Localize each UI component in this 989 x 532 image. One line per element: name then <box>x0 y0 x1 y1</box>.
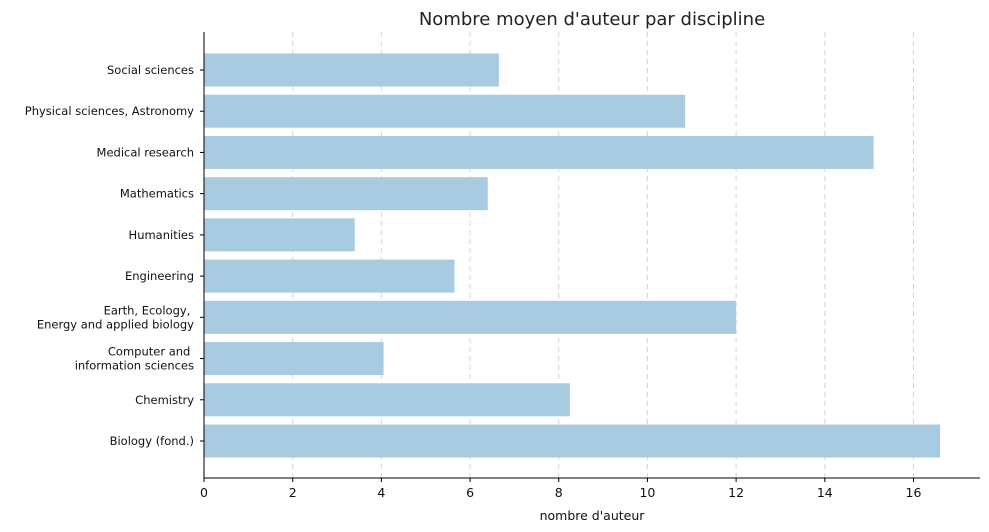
bars <box>204 53 941 458</box>
bar <box>204 259 455 293</box>
bar <box>204 135 874 169</box>
x-tick-label: 6 <box>466 485 474 500</box>
y-tick-label: Engineering <box>125 269 194 283</box>
bar <box>204 424 941 458</box>
y-tick-label: Mathematics <box>120 187 194 201</box>
x-tick-label: 16 <box>906 485 922 500</box>
x-ticks: 0 2 4 6 8 10 12 14 16 <box>200 478 921 500</box>
x-tick-label: 14 <box>817 485 833 500</box>
bar <box>204 53 499 87</box>
y-tick-label: Humanities <box>129 228 194 242</box>
bar <box>204 300 737 334</box>
x-tick-label: 4 <box>377 485 385 500</box>
bar <box>204 342 384 376</box>
axes <box>203 32 980 479</box>
x-axis-label: nombre d'auteur <box>540 508 646 523</box>
bar <box>204 177 488 211</box>
x-tick-label: 2 <box>289 485 297 500</box>
bar <box>204 94 686 128</box>
y-tick-label: Chemistry <box>135 393 194 407</box>
bar <box>204 218 355 252</box>
y-tick-label: Medical research <box>97 145 194 159</box>
y-ticks: Biology (fond.) Chemistry Computer and inf… <box>25 63 204 448</box>
y-tick-label: Computer and information sciences <box>75 345 194 373</box>
y-tick-label: Physical sciences, Astronomy <box>25 104 194 118</box>
x-tick-label: 12 <box>728 485 744 500</box>
x-tick-label: 8 <box>555 485 563 500</box>
chart-title: Nombre moyen d'auteur par discipline <box>419 9 765 30</box>
x-tick-label: 0 <box>200 485 208 500</box>
bar <box>204 383 570 417</box>
x-tick-label: 10 <box>639 485 655 500</box>
y-tick-label: Biology (fond.) <box>110 434 194 448</box>
y-tick-label: Social sciences <box>107 63 194 77</box>
y-tick-label: Earth, Ecology, Energy and applied biolo… <box>37 303 194 331</box>
